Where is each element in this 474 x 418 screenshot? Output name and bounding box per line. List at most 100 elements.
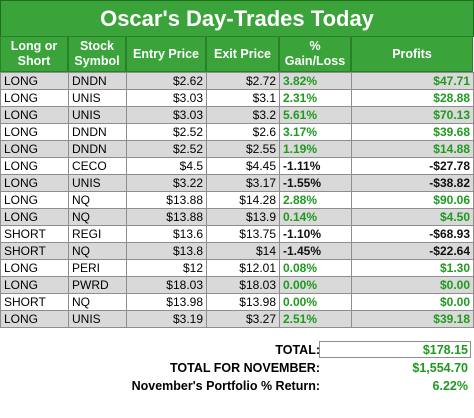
cell-entry-price: $3.03 xyxy=(126,106,207,124)
table-row: LONG UNIS $3.03 $3.1 2.31% $28.88 xyxy=(0,89,474,107)
cell-pct-gain-loss: 0.08% xyxy=(279,259,352,277)
table-row: LONG CECO $4.5 $4.45 -1.11% -$27.78 xyxy=(0,157,474,175)
cell-profit: -$22.64 xyxy=(351,242,474,260)
cell-pct-gain-loss: -1.11% xyxy=(279,157,352,175)
cell-exit-price: $12.01 xyxy=(206,259,280,277)
header-pct-gain-loss: % Gain/Loss xyxy=(279,36,351,72)
cell-pct-gain-loss: 5.61% xyxy=(279,106,352,124)
cell-symbol: NQ xyxy=(68,293,127,311)
cell-entry-price: $3.03 xyxy=(126,89,207,107)
cell-symbol: NQ xyxy=(68,242,127,260)
cell-symbol: DNDN xyxy=(68,140,127,158)
cell-entry-price: $13.88 xyxy=(126,191,207,209)
table-row: LONG UNIS $3.22 $3.17 -1.55% -$38.82 xyxy=(0,174,474,192)
table-row: SHORT NQ $13.8 $14 -1.45% -$22.64 xyxy=(0,242,474,260)
cell-entry-price: $13.88 xyxy=(126,208,207,226)
cell-symbol: PERI xyxy=(68,259,127,277)
cell-pct-gain-loss: -1.10% xyxy=(279,225,352,243)
summary-total-value: $178.15 xyxy=(422,343,468,357)
cell-exit-price: $14.28 xyxy=(206,191,280,209)
cell-exit-price: $3.27 xyxy=(206,310,280,328)
cell-profit: $39.68 xyxy=(351,123,474,141)
cell-exit-price: $2.72 xyxy=(206,72,280,90)
summary-total-label: TOTAL: xyxy=(275,343,320,357)
table-row: LONG DNDN $2.52 $2.55 1.19% $14.88 xyxy=(0,140,474,158)
summary-month-row: TOTAL FOR NOVEMBER: $1,554.70 xyxy=(0,359,474,377)
header-stock-symbol-label: Stock Symbol xyxy=(74,39,120,68)
header-exit-price: Exit Price xyxy=(206,36,279,72)
cell-symbol: UNIS xyxy=(68,310,127,328)
cell-symbol: DNDN xyxy=(68,123,127,141)
cell-symbol: PWRD xyxy=(68,276,127,294)
cell-exit-price: $13.75 xyxy=(206,225,280,243)
summary-total-box xyxy=(319,341,471,358)
cell-side: LONG xyxy=(0,191,69,209)
cell-entry-price: $13.98 xyxy=(126,293,207,311)
cell-profit: $0.00 xyxy=(351,293,474,311)
header-long-or-short-label: Long or Short xyxy=(10,39,58,68)
cell-symbol: UNIS xyxy=(68,106,127,124)
cell-entry-price: $2.62 xyxy=(126,72,207,90)
cell-symbol: UNIS xyxy=(68,174,127,192)
cell-pct-gain-loss: -1.45% xyxy=(279,242,352,260)
cell-symbol: UNIS xyxy=(68,89,127,107)
cell-pct-gain-loss: 0.00% xyxy=(279,293,352,311)
cell-profit: $70.13 xyxy=(351,106,474,124)
cell-profit: -$68.93 xyxy=(351,225,474,243)
cell-symbol: CECO xyxy=(68,157,127,175)
cell-exit-price: $13.98 xyxy=(206,293,280,311)
cell-entry-price: $3.19 xyxy=(126,310,207,328)
summary-total-row: TOTAL: $178.15 xyxy=(0,341,474,359)
table-row: LONG PWRD $18.03 $18.03 0.00% $0.00 xyxy=(0,276,474,294)
cell-pct-gain-loss: -1.55% xyxy=(279,174,352,192)
sheet-title: Oscar's Day-Trades Today xyxy=(0,0,474,37)
cell-side: LONG xyxy=(0,259,69,277)
cell-exit-price: $4.45 xyxy=(206,157,280,175)
cell-side: LONG xyxy=(0,72,69,90)
cell-symbol: NQ xyxy=(68,208,127,226)
cell-profit: $1.30 xyxy=(351,259,474,277)
cell-exit-price: $3.17 xyxy=(206,174,280,192)
cell-pct-gain-loss: 2.51% xyxy=(279,310,352,328)
cell-profit: $90.06 xyxy=(351,191,474,209)
cell-side: SHORT xyxy=(0,242,69,260)
cell-pct-gain-loss: 3.17% xyxy=(279,123,352,141)
header-stock-symbol: Stock Symbol xyxy=(68,36,126,72)
summary-return-label: November's Portfolio % Return: xyxy=(131,379,320,393)
cell-pct-gain-loss: 1.19% xyxy=(279,140,352,158)
cell-profit: -$38.82 xyxy=(351,174,474,192)
table-row: LONG UNIS $3.19 $3.27 2.51% $39.18 xyxy=(0,310,474,328)
cell-symbol: REGI xyxy=(68,225,127,243)
table-row: SHORT REGI $13.6 $13.75 -1.10% -$68.93 xyxy=(0,225,474,243)
cell-side: LONG xyxy=(0,140,69,158)
cell-exit-price: $2.55 xyxy=(206,140,280,158)
cell-exit-price: $18.03 xyxy=(206,276,280,294)
header-long-or-short: Long or Short xyxy=(0,36,68,72)
table-row: LONG NQ $13.88 $14.28 2.88% $90.06 xyxy=(0,191,474,209)
table-row: LONG UNIS $3.03 $3.2 5.61% $70.13 xyxy=(0,106,474,124)
cell-side: LONG xyxy=(0,276,69,294)
cell-entry-price: $3.22 xyxy=(126,174,207,192)
cell-exit-price: $14 xyxy=(206,242,280,260)
cell-profit: $0.00 xyxy=(351,276,474,294)
cell-side: SHORT xyxy=(0,225,69,243)
cell-exit-price: $2.6 xyxy=(206,123,280,141)
table-row: LONG DNDN $2.62 $2.72 3.82% $47.71 xyxy=(0,72,474,90)
cell-side: LONG xyxy=(0,106,69,124)
header-exit-price-label: Exit Price xyxy=(214,46,271,61)
cell-symbol: NQ xyxy=(68,191,127,209)
cell-profit: $28.88 xyxy=(351,89,474,107)
cell-side: LONG xyxy=(0,123,69,141)
cell-entry-price: $4.5 xyxy=(126,157,207,175)
cell-pct-gain-loss: 3.82% xyxy=(279,72,352,90)
summary-month-label: TOTAL FOR NOVEMBER: xyxy=(170,361,320,375)
cell-exit-price: $3.1 xyxy=(206,89,280,107)
header-profits: Profits xyxy=(351,36,473,72)
cell-pct-gain-loss: 2.88% xyxy=(279,191,352,209)
cell-entry-price: $18.03 xyxy=(126,276,207,294)
cell-profit: $47.71 xyxy=(351,72,474,90)
cell-entry-price: $2.52 xyxy=(126,123,207,141)
cell-profit: $14.88 xyxy=(351,140,474,158)
summary-month-value: $1,554.70 xyxy=(412,361,468,375)
cell-side: LONG xyxy=(0,208,69,226)
